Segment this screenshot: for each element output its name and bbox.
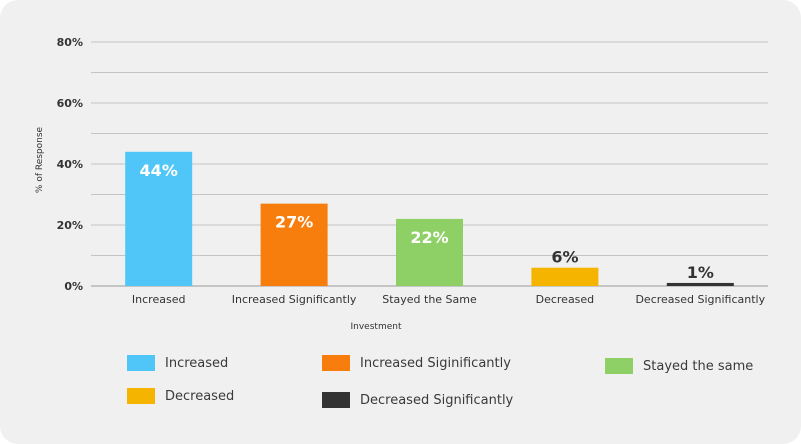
legend-label: Increased — [165, 355, 229, 371]
legend-item-stayed-the-same: Stayed the same — [605, 358, 753, 374]
y-tick-label: 20% — [57, 219, 83, 232]
bar — [125, 151, 193, 286]
x-category-label: Stayed the Same — [382, 293, 477, 306]
data-label: 44% — [140, 161, 178, 180]
bar — [531, 267, 599, 286]
legend-label: Decreased — [165, 388, 235, 404]
bar — [666, 282, 734, 286]
legend-label: Increased Siginificantly — [360, 355, 511, 371]
legend-swatch-stayed-the-same — [605, 358, 633, 374]
x-category-label: Increased — [132, 293, 186, 306]
bar — [260, 203, 328, 286]
legend-item-increased-significantly: Increased Siginificantly — [322, 355, 511, 371]
data-label: 6% — [551, 248, 578, 267]
legend-label: Stayed the same — [643, 358, 754, 374]
data-label: 22% — [410, 228, 448, 247]
legend-item-decreased: Decreased — [127, 388, 234, 404]
legend-label: Decreased Significantly — [360, 392, 514, 408]
data-label: 27% — [275, 213, 313, 232]
bars — [125, 151, 734, 286]
y-tick-label: 40% — [57, 158, 83, 171]
data-labels: 44% 27% 22% 6% 1% — [140, 161, 714, 282]
x-category-label: Decreased — [536, 293, 595, 306]
y-tick-label: 80% — [57, 36, 83, 49]
legend-item-decreased-significantly: Decreased Significantly — [322, 392, 513, 408]
legend-swatch-increased — [127, 355, 155, 371]
legend-swatch-decreased-significantly — [322, 392, 350, 408]
x-category-labels: Increased Increased Significantly Stayed t… — [132, 293, 766, 306]
y-tick-label: 0% — [64, 280, 83, 293]
legend-swatch-decreased — [127, 388, 155, 404]
data-label: 1% — [687, 263, 714, 282]
y-tick-label: 60% — [57, 97, 83, 110]
legend-swatch-increased-significantly — [322, 355, 350, 371]
x-category-label: Increased Significantly — [232, 293, 357, 306]
y-axis-title: % of Response — [35, 126, 45, 193]
gridlines — [91, 41, 768, 287]
x-category-label: Decreased Significantly — [635, 293, 765, 306]
y-tick-labels: 0% 20% 40% 60% 80% — [57, 36, 83, 293]
bar — [396, 218, 463, 286]
x-axis-title: Investment — [351, 322, 402, 332]
legend-item-increased: Increased — [127, 355, 228, 371]
